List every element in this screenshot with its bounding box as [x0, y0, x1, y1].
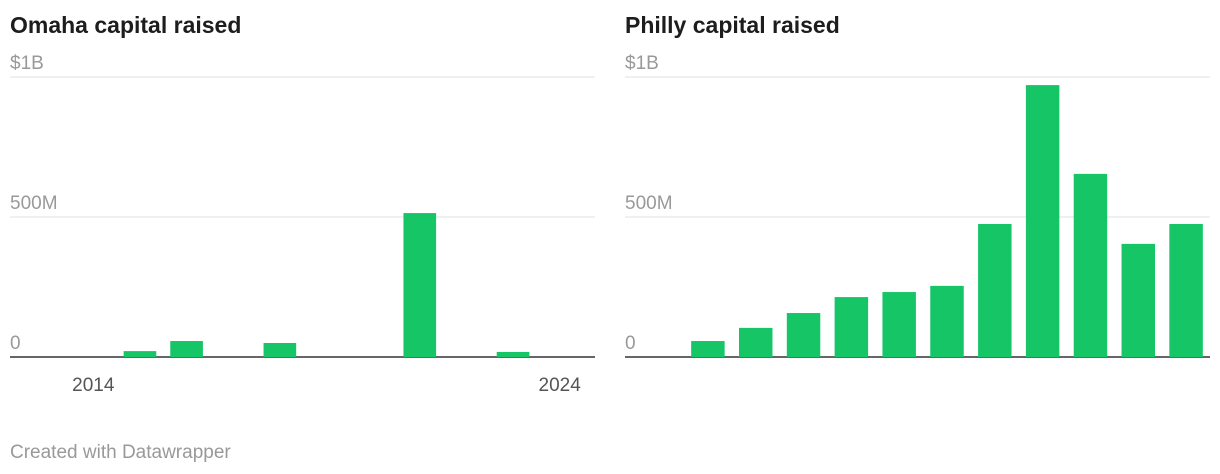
chart-title: Omaha capital raised — [10, 12, 241, 38]
y-tick-label: 500M — [10, 193, 58, 214]
bar — [1121, 243, 1156, 357]
bar — [786, 313, 821, 357]
x-tick-label: 2024 — [539, 375, 582, 396]
bar — [882, 292, 916, 357]
bar — [403, 213, 437, 357]
y-tick-label: 0 — [625, 333, 636, 354]
y-tick-label: $1B — [625, 53, 659, 74]
bar — [738, 327, 773, 357]
bar — [978, 224, 1012, 357]
bar — [496, 351, 530, 357]
bar — [930, 285, 964, 357]
y-tick-label: 0 — [10, 333, 21, 354]
x-tick-label: 2014 — [72, 375, 115, 396]
y-tick-label: 500M — [625, 193, 673, 214]
chart-title: Philly capital raised — [625, 12, 840, 38]
y-tick-label: $1B — [10, 53, 44, 74]
bar — [1025, 85, 1060, 358]
footer: Created with Datawrapper — [10, 442, 231, 463]
bar — [691, 341, 725, 357]
bar — [834, 297, 869, 357]
bar — [123, 351, 157, 357]
bar — [263, 343, 297, 357]
bar — [170, 341, 203, 357]
bar — [1073, 173, 1108, 357]
bar — [1169, 224, 1203, 357]
